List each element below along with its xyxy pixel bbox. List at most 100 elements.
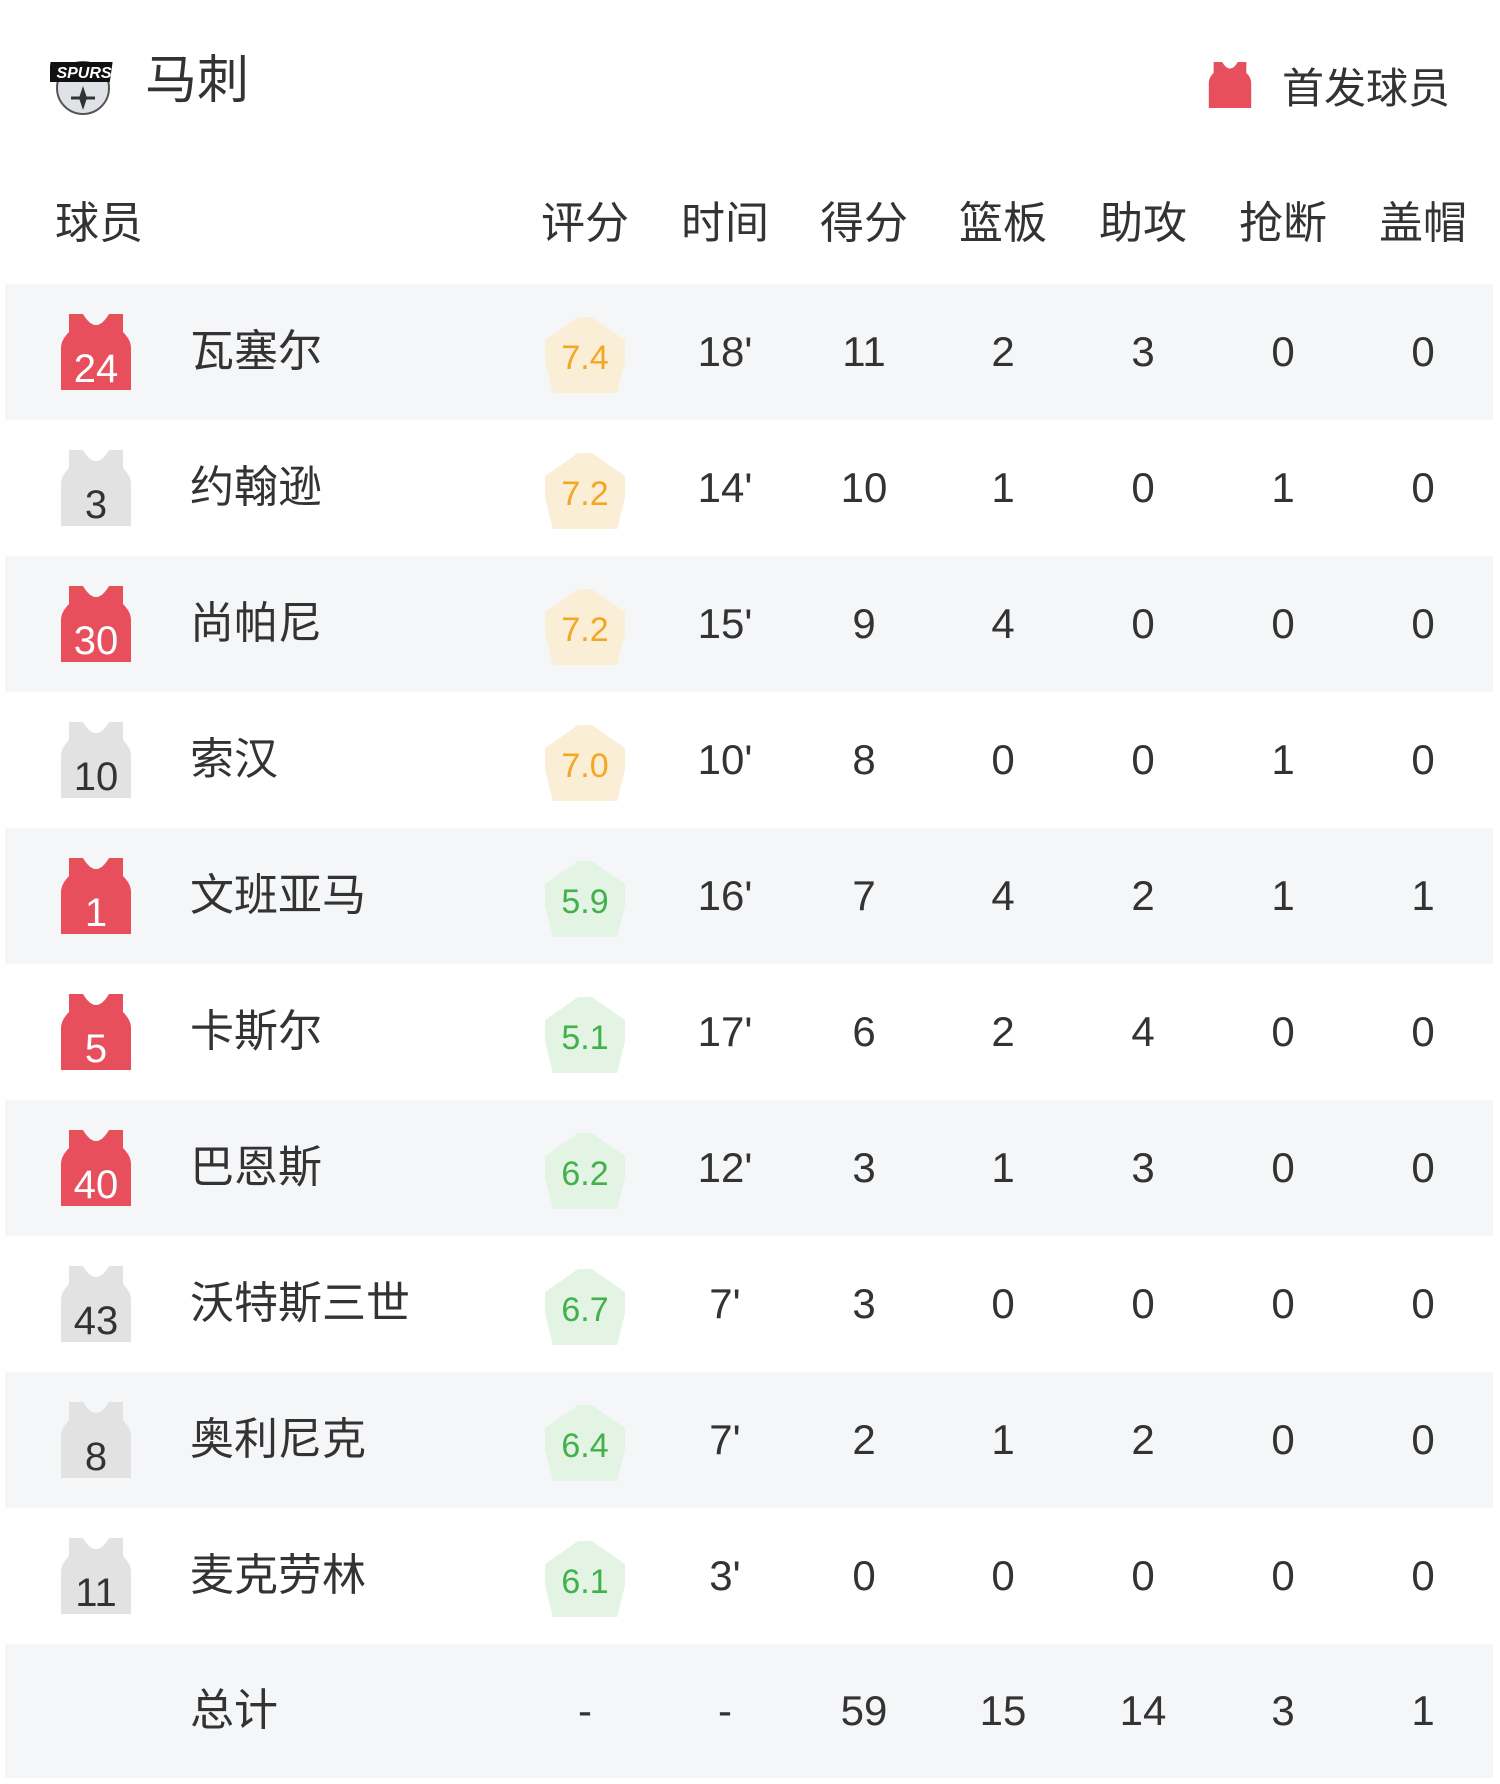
rating-badge: 7.2	[545, 453, 625, 529]
player-name[interactable]: 卡斯尔	[190, 1006, 322, 1057]
spurs-logo: SPURS	[47, 52, 116, 118]
player-row[interactable]: 5 卡斯尔 5.1 17' 6 2 4 0 0	[5, 964, 1493, 1100]
jersey-icon: 5	[61, 994, 131, 1071]
points-cell: 2	[852, 1416, 876, 1463]
player-name[interactable]: 文班亚马	[190, 870, 366, 921]
assists-cell: 0	[1131, 736, 1155, 783]
player-name[interactable]: 麦克劳林	[190, 1550, 366, 1601]
rating-badge: 7.4	[545, 317, 625, 393]
col-player: 球员	[55, 198, 143, 249]
jersey-icon: 3	[61, 450, 131, 527]
player-row[interactable]: 1 文班亚马 5.9 16' 7 4 2 1 1	[5, 828, 1493, 964]
rating-value: 7.2	[561, 475, 609, 513]
rating-value: 6.7	[561, 1291, 609, 1329]
steals-cell: 0	[1271, 1552, 1295, 1599]
points-cell: 3	[852, 1280, 876, 1327]
jersey-number: 1	[84, 891, 108, 935]
player-row[interactable]: 30 尚帕尼 7.2 15' 9 4 0 0 0	[5, 556, 1493, 692]
total-rebounds: 15	[979, 1687, 1027, 1734]
col-points[interactable]: 得分	[820, 198, 908, 249]
points-cell: 10	[840, 464, 888, 511]
jersey-number: 8	[84, 1435, 108, 1479]
time-cell: 3'	[709, 1552, 741, 1599]
steals-cell: 0	[1271, 1416, 1295, 1463]
player-name[interactable]: 约翰逊	[190, 462, 322, 513]
assists-cell: 0	[1131, 1280, 1155, 1327]
totals-label: 总计	[190, 1685, 278, 1736]
jersey-number: 30	[73, 619, 119, 663]
assists-cell: 4	[1131, 1008, 1155, 1055]
rating-badge: 5.9	[545, 861, 625, 937]
total-time: -	[718, 1687, 732, 1734]
jersey-icon: 11	[61, 1538, 131, 1615]
player-table: 24 瓦塞尔 7.4 18' 11 2 3 0 0 3 约翰逊 7.2 14' 10 1 0 1 0 3…	[5, 284, 1493, 1778]
rebounds-cell: 1	[991, 464, 1015, 511]
player-row[interactable]: 11 麦克劳林 6.1 3' 0 0 0 0 0	[5, 1508, 1493, 1644]
col-assists[interactable]: 助攻	[1099, 198, 1187, 249]
rating-badge: 5.1	[545, 997, 625, 1073]
rating-value: 7.2	[561, 611, 609, 649]
totals-row: 总计 - - 59 15 14 3 1	[5, 1644, 1493, 1778]
time-cell: 12'	[697, 1144, 753, 1191]
player-name[interactable]: 尚帕尼	[190, 598, 322, 649]
rating-value: 7.0	[561, 747, 609, 785]
rebounds-cell: 2	[991, 328, 1015, 375]
player-row[interactable]: 10 索汉 7.0 10' 8 0 0 1 0	[5, 692, 1493, 828]
rebounds-cell: 0	[991, 1552, 1015, 1599]
jersey-number: 11	[75, 1571, 117, 1615]
blocks-cell: 1	[1411, 872, 1435, 919]
total-rating: -	[578, 1687, 592, 1734]
steals-cell: 0	[1271, 328, 1295, 375]
time-cell: 14'	[697, 464, 753, 511]
rating-value: 6.4	[561, 1427, 609, 1465]
player-row[interactable]: 43 沃特斯三世 6.7 7' 3 0 0 0 0	[5, 1236, 1493, 1372]
jersey-icon: 10	[61, 722, 131, 799]
points-cell: 3	[852, 1144, 876, 1191]
rating-badge: 7.2	[545, 589, 625, 665]
assists-cell: 0	[1131, 464, 1155, 511]
col-time[interactable]: 时间	[681, 198, 769, 249]
blocks-cell: 0	[1411, 736, 1435, 783]
rebounds-cell: 2	[991, 1008, 1015, 1055]
blocks-cell: 0	[1411, 1008, 1435, 1055]
rebounds-cell: 0	[991, 1280, 1015, 1327]
jersey-icon: 8	[61, 1402, 131, 1479]
player-name[interactable]: 索汉	[190, 734, 278, 785]
player-row[interactable]: 24 瓦塞尔 7.4 18' 11 2 3 0 0	[5, 284, 1493, 420]
total-points: 59	[840, 1687, 888, 1734]
total-blocks: 1	[1411, 1687, 1435, 1734]
rebounds-cell: 0	[991, 736, 1015, 783]
rating-badge: 7.0	[545, 725, 625, 801]
player-row[interactable]: 3 约翰逊 7.2 14' 10 1 0 1 0	[5, 420, 1493, 556]
rating-badge: 6.7	[545, 1269, 625, 1345]
col-rating[interactable]: 评分	[541, 198, 629, 249]
col-blocks[interactable]: 盖帽	[1379, 198, 1467, 249]
jersey-icon: 40	[61, 1130, 131, 1207]
player-name[interactable]: 沃特斯三世	[190, 1278, 410, 1329]
player-name[interactable]: 巴恩斯	[190, 1142, 322, 1193]
player-name[interactable]: 奥利尼克	[190, 1414, 366, 1465]
jersey-number: 10	[73, 755, 119, 799]
time-cell: 17'	[697, 1008, 753, 1055]
jersey-number: 3	[84, 483, 108, 527]
assists-cell: 0	[1131, 1552, 1155, 1599]
player-row[interactable]: 8 奥利尼克 6.4 7' 2 1 2 0 0	[5, 1372, 1493, 1508]
blocks-cell: 0	[1411, 1552, 1435, 1599]
points-cell: 9	[852, 600, 876, 647]
jersey-icon: 30	[61, 586, 131, 663]
col-rebounds[interactable]: 篮板	[959, 198, 1047, 249]
blocks-cell: 0	[1411, 1280, 1435, 1327]
assists-cell: 3	[1131, 328, 1155, 375]
player-name[interactable]: 瓦塞尔	[190, 326, 322, 377]
time-cell: 7'	[709, 1280, 741, 1327]
jersey-number: 43	[73, 1299, 119, 1343]
assists-cell: 3	[1131, 1144, 1155, 1191]
team-header: SPURS 马刺 首发球员	[0, 0, 1500, 170]
col-steals[interactable]: 抢断	[1239, 198, 1327, 249]
player-row[interactable]: 40 巴恩斯 6.2 12' 3 1 3 0 0	[5, 1100, 1493, 1236]
rating-value: 6.1	[561, 1563, 609, 1601]
rating-value: 7.4	[561, 339, 609, 377]
rating-badge: 6.1	[545, 1541, 625, 1617]
rating-badge: 6.2	[545, 1133, 625, 1209]
rating-value: 6.2	[561, 1155, 609, 1193]
